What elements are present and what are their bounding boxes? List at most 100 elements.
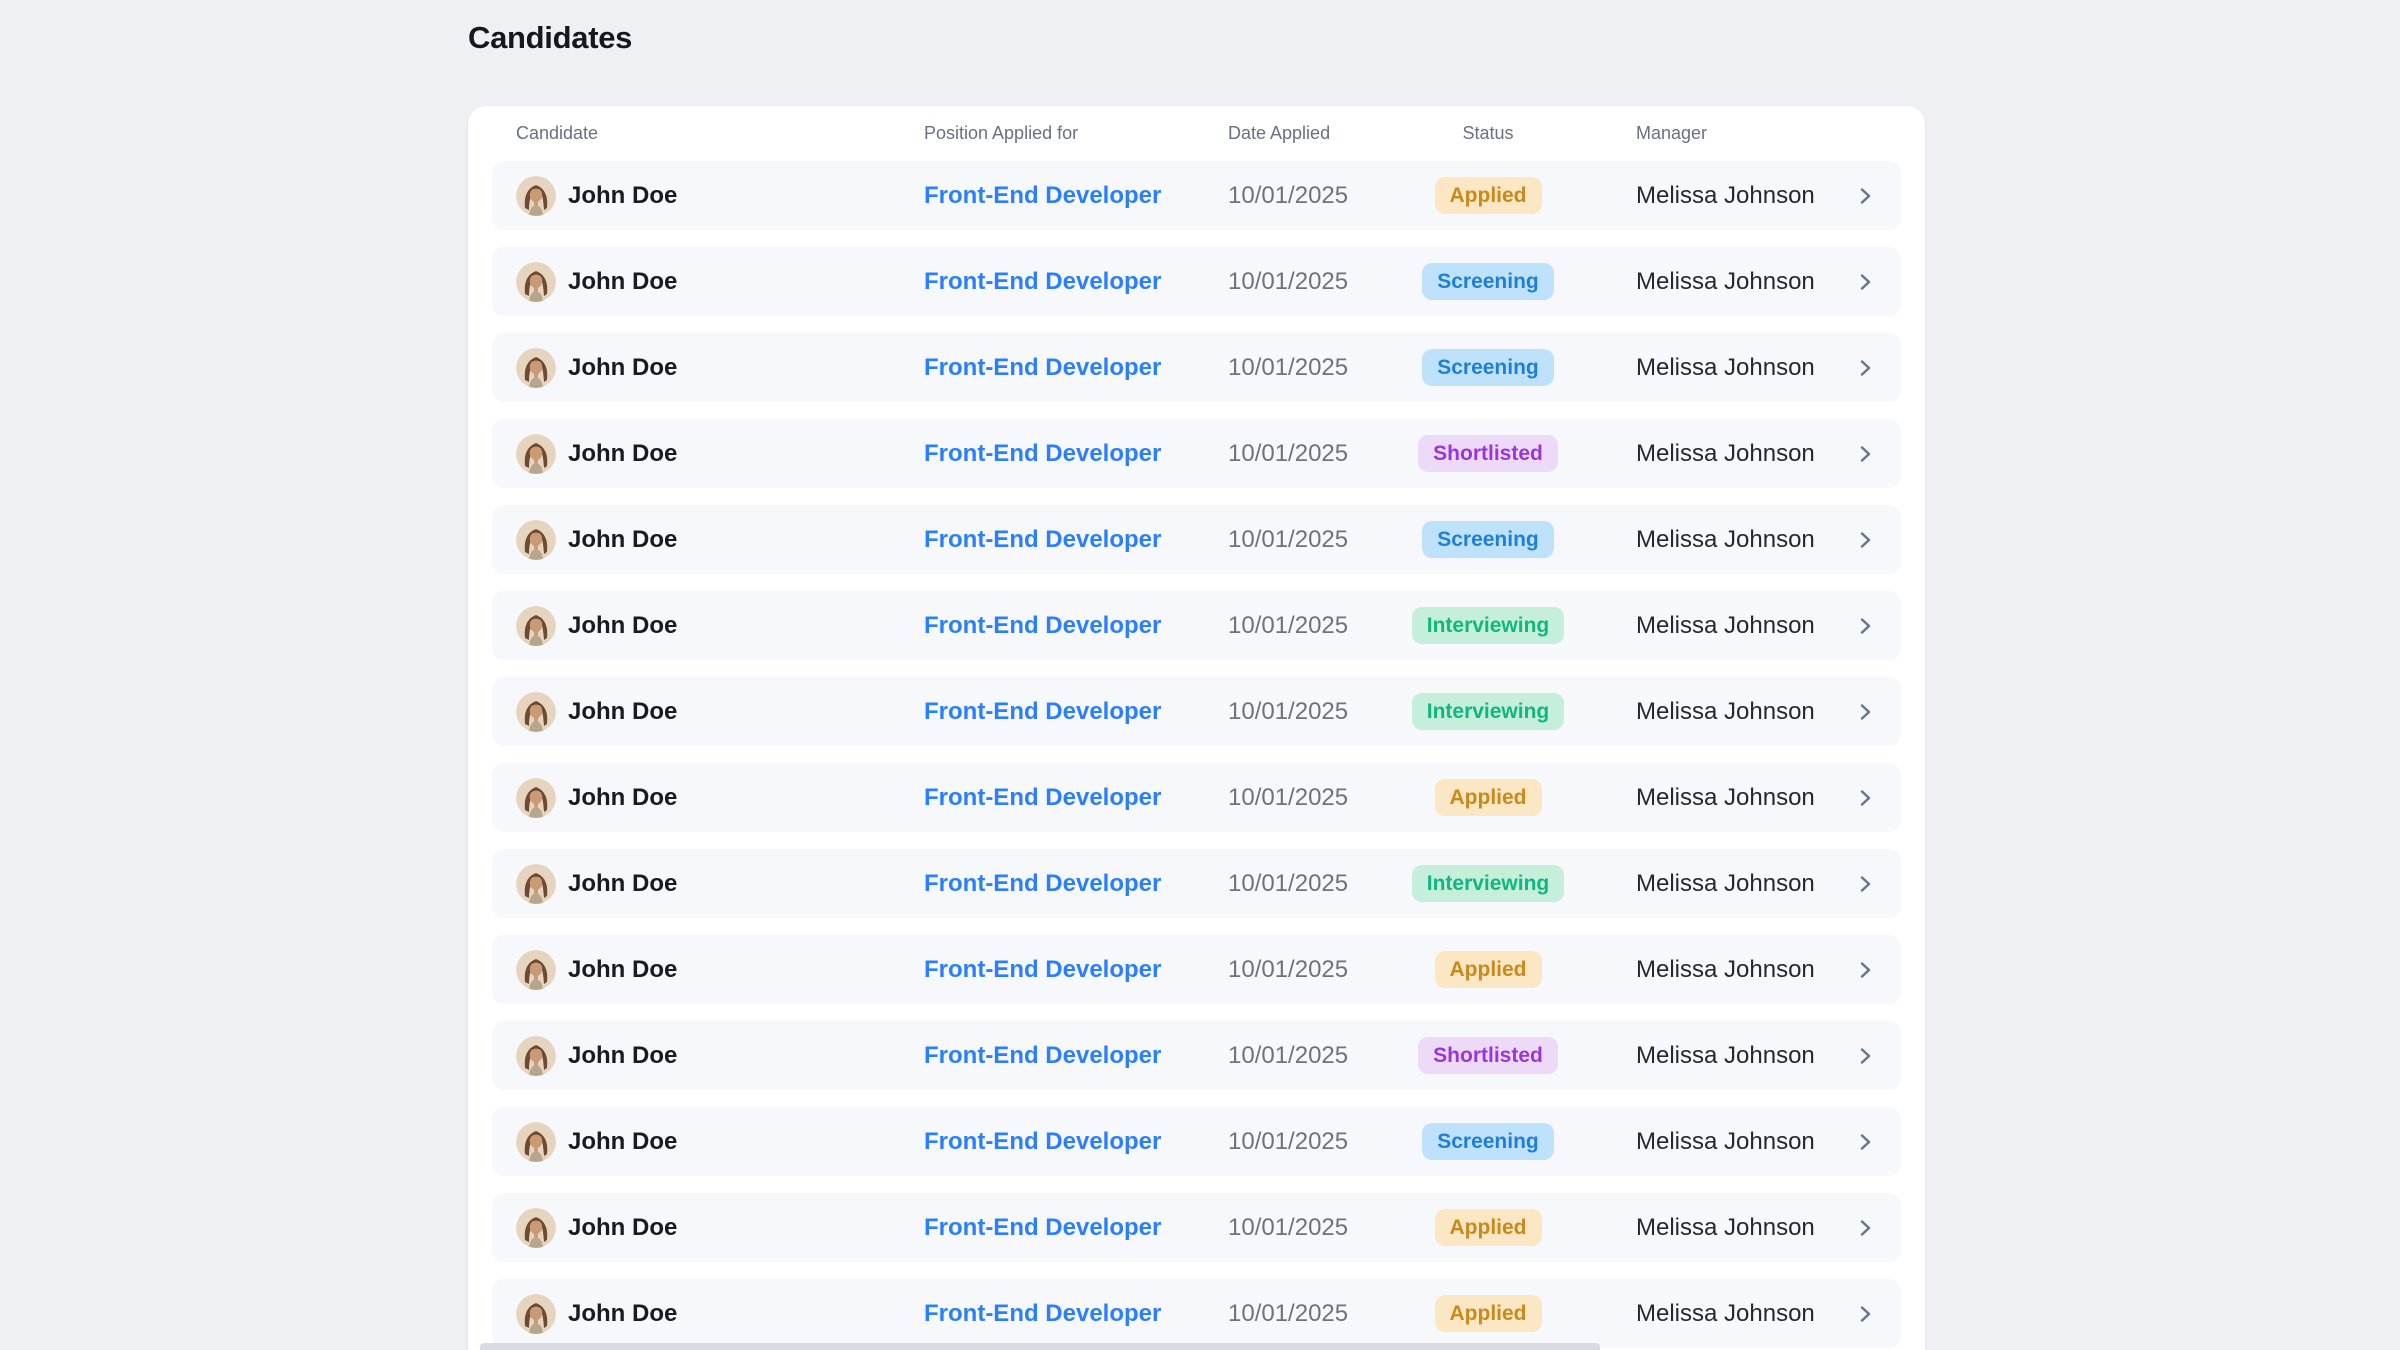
chevron-right-icon (1853, 184, 1877, 208)
table-row[interactable]: John Doe Front-End Developer 10/01/2025 … (492, 849, 1901, 918)
row-detail-button[interactable] (1837, 614, 1877, 638)
position-link[interactable]: Front-End Developer (924, 1299, 1162, 1327)
row-detail-button[interactable] (1837, 184, 1877, 208)
candidate-avatar (516, 1035, 556, 1076)
position-cell: Front-End Developer (924, 268, 1228, 296)
position-link[interactable]: Front-End Developer (924, 697, 1162, 725)
candidates-table-card: Candidate Position Applied for Date Appl… (468, 106, 1925, 1350)
manager-name: Melissa Johnson (1636, 181, 1815, 209)
position-cell: Front-End Developer (924, 526, 1228, 554)
row-detail-button[interactable] (1837, 1302, 1877, 1326)
candidate-avatar (516, 1207, 556, 1248)
row-detail-button[interactable] (1837, 270, 1877, 294)
date-applied: 10/01/2025 (1228, 1299, 1349, 1327)
position-link[interactable]: Front-End Developer (924, 353, 1162, 381)
status-badge: Applied (1434, 779, 1542, 816)
position-link[interactable]: Front-End Developer (924, 439, 1162, 467)
candidate-name: John Doe (568, 353, 678, 381)
table-row[interactable]: John Doe Front-End Developer 10/01/2025 … (492, 333, 1901, 402)
candidate-cell: John Doe (516, 175, 924, 216)
row-detail-button[interactable] (1837, 1130, 1877, 1154)
row-detail-button[interactable] (1837, 1044, 1877, 1068)
row-detail-button[interactable] (1837, 442, 1877, 466)
position-link[interactable]: Front-End Developer (924, 783, 1162, 811)
manager-name: Melissa Johnson (1636, 955, 1815, 983)
date-applied: 10/01/2025 (1228, 1041, 1349, 1069)
candidate-avatar (516, 949, 556, 990)
table-row[interactable]: John Doe Front-End Developer 10/01/2025 … (492, 161, 1901, 230)
status-badge: Applied (1434, 1209, 1542, 1246)
row-detail-button[interactable] (1837, 872, 1877, 896)
row-detail-button[interactable] (1837, 356, 1877, 380)
candidate-cell: John Doe (516, 605, 924, 646)
candidate-cell: John Doe (516, 1207, 924, 1248)
table-row[interactable]: John Doe Front-End Developer 10/01/2025 … (492, 591, 1901, 660)
chevron-right-icon (1853, 528, 1877, 552)
position-link[interactable]: Front-End Developer (924, 267, 1162, 295)
candidate-cell: John Doe (516, 1293, 924, 1334)
row-detail-button[interactable] (1837, 786, 1877, 810)
table-row[interactable]: John Doe Front-End Developer 10/01/2025 … (492, 763, 1901, 832)
column-header-candidate: Candidate (516, 123, 599, 143)
candidate-name: John Doe (568, 697, 678, 725)
position-link[interactable]: Front-End Developer (924, 525, 1162, 553)
position-link[interactable]: Front-End Developer (924, 955, 1162, 983)
date-applied: 10/01/2025 (1228, 869, 1349, 897)
chevron-right-icon (1853, 1302, 1877, 1326)
candidate-avatar (516, 1121, 556, 1162)
candidate-name: John Doe (568, 1213, 678, 1241)
chevron-right-icon (1853, 1044, 1877, 1068)
table-header-row: Candidate Position Applied for Date Appl… (468, 106, 1925, 161)
status-cell: Screening (1398, 349, 1578, 386)
manager-name: Melissa Johnson (1636, 611, 1815, 639)
position-link[interactable]: Front-End Developer (924, 1213, 1162, 1241)
row-detail-button[interactable] (1837, 528, 1877, 552)
candidate-name: John Doe (568, 783, 678, 811)
table-row[interactable]: John Doe Front-End Developer 10/01/2025 … (492, 1021, 1901, 1090)
manager-name: Melissa Johnson (1636, 1299, 1815, 1327)
column-header-position: Position Applied for (924, 123, 1079, 143)
table-row[interactable]: John Doe Front-End Developer 10/01/2025 … (492, 419, 1901, 488)
manager-name: Melissa Johnson (1636, 439, 1815, 467)
table-row[interactable]: John Doe Front-End Developer 10/01/2025 … (492, 935, 1901, 1004)
table-row[interactable]: John Doe Front-End Developer 10/01/2025 … (492, 1279, 1901, 1348)
table-row[interactable]: John Doe Front-End Developer 10/01/2025 … (492, 677, 1901, 746)
status-cell: Interviewing (1398, 607, 1578, 644)
table-row[interactable]: John Doe Front-End Developer 10/01/2025 … (492, 1107, 1901, 1176)
candidate-avatar (516, 1293, 556, 1334)
position-link[interactable]: Front-End Developer (924, 1127, 1162, 1155)
date-applied: 10/01/2025 (1228, 783, 1349, 811)
candidate-cell: John Doe (516, 777, 924, 818)
position-link[interactable]: Front-End Developer (924, 611, 1162, 639)
candidate-name: John Doe (568, 1299, 678, 1327)
candidate-cell: John Doe (516, 1035, 924, 1076)
manager-name: Melissa Johnson (1636, 1127, 1815, 1155)
table-row[interactable]: John Doe Front-End Developer 10/01/2025 … (492, 505, 1901, 574)
horizontal-scrollbar[interactable] (480, 1343, 1600, 1350)
row-detail-button[interactable] (1837, 700, 1877, 724)
status-badge: Screening (1422, 521, 1554, 558)
date-applied: 10/01/2025 (1228, 267, 1349, 295)
candidate-name: John Doe (568, 1127, 678, 1155)
chevron-right-icon (1853, 700, 1877, 724)
manager-name: Melissa Johnson (1636, 267, 1815, 295)
row-detail-button[interactable] (1837, 958, 1877, 982)
position-link[interactable]: Front-End Developer (924, 181, 1162, 209)
position-cell: Front-End Developer (924, 182, 1228, 210)
row-detail-button[interactable] (1837, 1216, 1877, 1240)
page-title: Candidates (468, 20, 633, 55)
table-row[interactable]: John Doe Front-End Developer 10/01/2025 … (492, 247, 1901, 316)
status-badge: Screening (1422, 263, 1554, 300)
position-cell: Front-End Developer (924, 612, 1228, 640)
candidate-cell: John Doe (516, 347, 924, 388)
date-applied: 10/01/2025 (1228, 697, 1349, 725)
status-cell: Interviewing (1398, 865, 1578, 902)
date-applied: 10/01/2025 (1228, 611, 1349, 639)
position-link[interactable]: Front-End Developer (924, 1041, 1162, 1069)
status-badge: Screening (1422, 1123, 1554, 1160)
candidate-name: John Doe (568, 525, 678, 553)
table-row[interactable]: John Doe Front-End Developer 10/01/2025 … (492, 1193, 1901, 1262)
position-link[interactable]: Front-End Developer (924, 869, 1162, 897)
manager-name: Melissa Johnson (1636, 783, 1815, 811)
